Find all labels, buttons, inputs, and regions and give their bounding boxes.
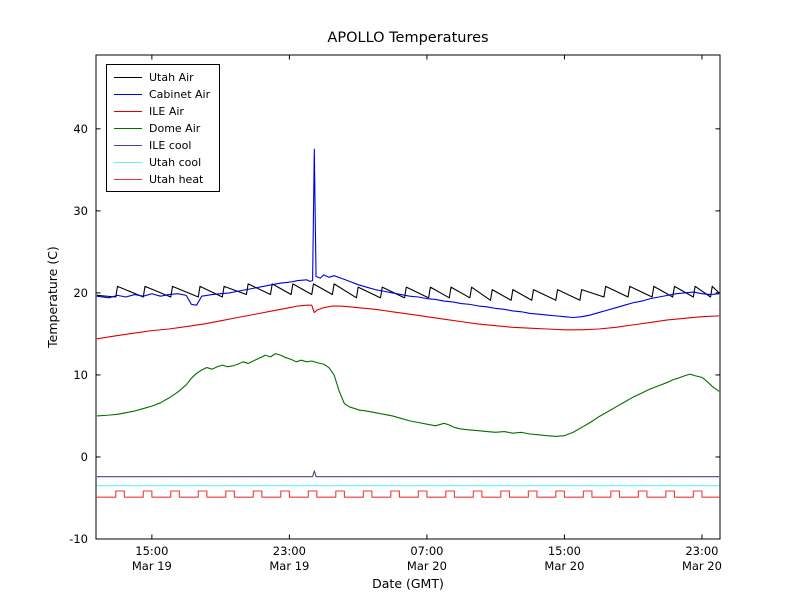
series-line-utah-heat xyxy=(96,490,720,498)
x-tick-time-label: 15:00 xyxy=(135,544,168,558)
legend-entry: Cabinet Air xyxy=(114,87,210,101)
legend-label: Dome Air xyxy=(149,121,201,135)
legend-line-sample xyxy=(114,161,142,163)
x-tick-time-label: 23:00 xyxy=(685,544,718,558)
legend-label: ILE cool xyxy=(149,138,192,152)
x-tick-date-label: Mar 19 xyxy=(132,559,172,573)
legend-entry: Utah Air xyxy=(114,70,210,84)
x-axis-label: Date (GMT) xyxy=(372,576,444,591)
y-tick-label: 30 xyxy=(73,204,88,218)
legend-label: ILE Air xyxy=(149,104,184,118)
series-group xyxy=(96,148,720,498)
legend-label: Cabinet Air xyxy=(149,87,211,101)
x-tick-time-label: 07:00 xyxy=(410,544,443,558)
legend-entry: Dome Air xyxy=(114,121,210,135)
legend-entry: Utah heat xyxy=(114,172,210,186)
x-tick-date-label: Mar 20 xyxy=(544,559,584,573)
legend-label: Utah Air xyxy=(149,70,194,84)
series-line-ile-cool xyxy=(96,470,720,478)
series-line-ile-air xyxy=(96,304,720,340)
series-line-cabinet-air xyxy=(96,148,720,319)
x-tick-date-label: Mar 19 xyxy=(269,559,309,573)
legend-line-sample xyxy=(114,144,142,146)
x-tick-date-label: Mar 20 xyxy=(682,559,722,573)
x-tick-date-label: Mar 20 xyxy=(407,559,447,573)
legend-entry: ILE Air xyxy=(114,104,210,118)
series-line-dome-air xyxy=(96,353,720,438)
legend-entry: Utah cool xyxy=(114,155,210,169)
x-tick-time-label: 23:00 xyxy=(273,544,306,558)
legend-line-sample xyxy=(114,178,142,180)
y-tick-label: 40 xyxy=(73,122,88,136)
legend: Utah Air Cabinet Air ILE Air Dome Air ILE co… xyxy=(106,64,221,192)
legend-line-sample xyxy=(114,93,142,95)
legend-entry: ILE cool xyxy=(114,138,210,152)
y-tick-label: 0 xyxy=(81,450,88,464)
x-tick-time-label: 15:00 xyxy=(548,544,581,558)
legend-label: Utah cool xyxy=(149,155,202,169)
y-axis-label: Temperature (C) xyxy=(45,246,60,349)
series-line-utah-air xyxy=(96,283,720,301)
chart-title: APOLLO Temperatures xyxy=(327,30,488,46)
y-tick-label: 20 xyxy=(73,286,88,300)
legend-label: Utah heat xyxy=(149,172,204,186)
legend-line-sample xyxy=(114,110,142,112)
legend-line-sample xyxy=(114,127,142,129)
y-tick-label: -10 xyxy=(69,532,88,546)
legend-line-sample xyxy=(114,76,142,78)
y-tick-label: 10 xyxy=(73,368,88,382)
